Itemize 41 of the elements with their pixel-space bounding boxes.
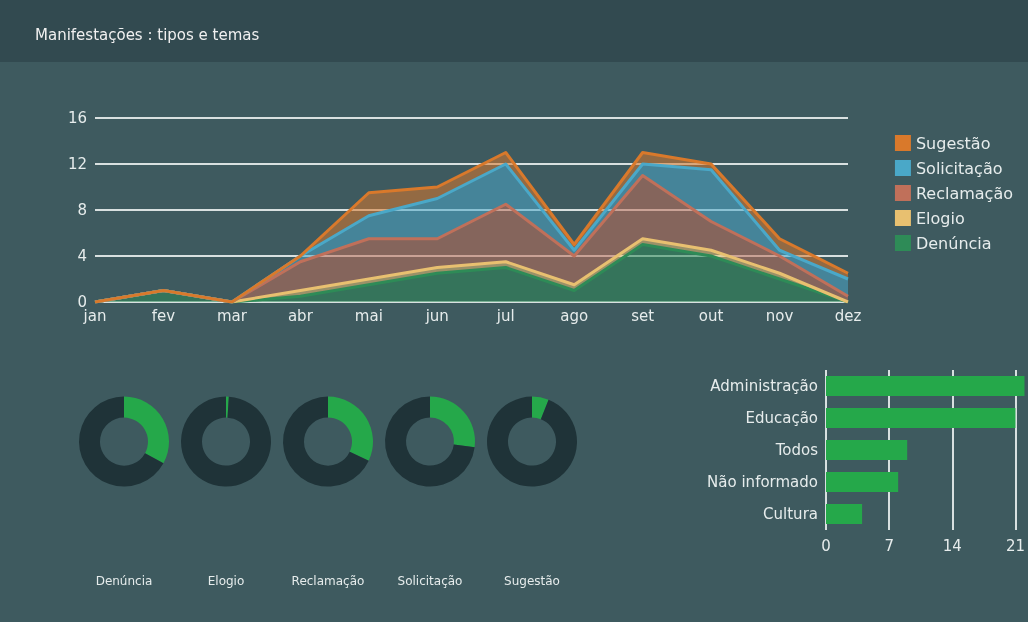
x-tick-label: jul (495, 306, 515, 325)
legend-label: Solicitação (915, 158, 1003, 178)
x-tick-label: mar (216, 306, 248, 325)
y-tick-label: Todos (774, 441, 819, 459)
x-tick-label: jan (82, 306, 107, 325)
text: Solicitação (397, 574, 463, 588)
bar (826, 472, 899, 492)
x-tick-label: 14 (942, 536, 962, 555)
x-tick-label: mai (354, 306, 383, 325)
y-tick-label: Educação (745, 409, 818, 427)
text: Reclamação (291, 574, 365, 588)
legend-label: Elogio (915, 208, 965, 228)
y-tick-label: Cultura (763, 505, 818, 523)
x-tick-label: out (698, 306, 724, 325)
x-tick-label: fev (151, 306, 176, 325)
x-tick-label: nov (765, 306, 794, 325)
y-tick-label: 16 (67, 109, 87, 127)
legend-label: Reclamação (915, 183, 1014, 203)
y-tick-label: Administração (710, 377, 818, 395)
x-tick-label: abr (287, 306, 314, 325)
x-tick-label: set (631, 306, 655, 325)
text: Denúncia (95, 574, 153, 588)
bar (826, 440, 908, 460)
y-tick-label: 8 (77, 201, 87, 219)
text: Elogio (207, 574, 245, 588)
text: Sugestão (504, 574, 560, 588)
bar (826, 408, 1016, 428)
x-tick-label: ago (560, 306, 589, 325)
y-tick-label: 12 (67, 155, 87, 173)
x-tick-label: jun (424, 306, 449, 325)
x-tick-label: 7 (884, 536, 894, 555)
x-tick-label: 21 (1005, 536, 1025, 555)
bar (826, 376, 1025, 396)
legend-label: Denúncia (915, 233, 992, 253)
chart-title: Manifestações : tipos e temas (35, 25, 260, 44)
y-tick-label: 4 (77, 247, 87, 265)
y-tick-label: Não informado (707, 473, 818, 491)
x-tick-label: dez (834, 306, 862, 325)
x-tick-label: 0 (821, 536, 831, 555)
legend-label: Sugestão (915, 133, 991, 153)
bar (826, 504, 863, 524)
